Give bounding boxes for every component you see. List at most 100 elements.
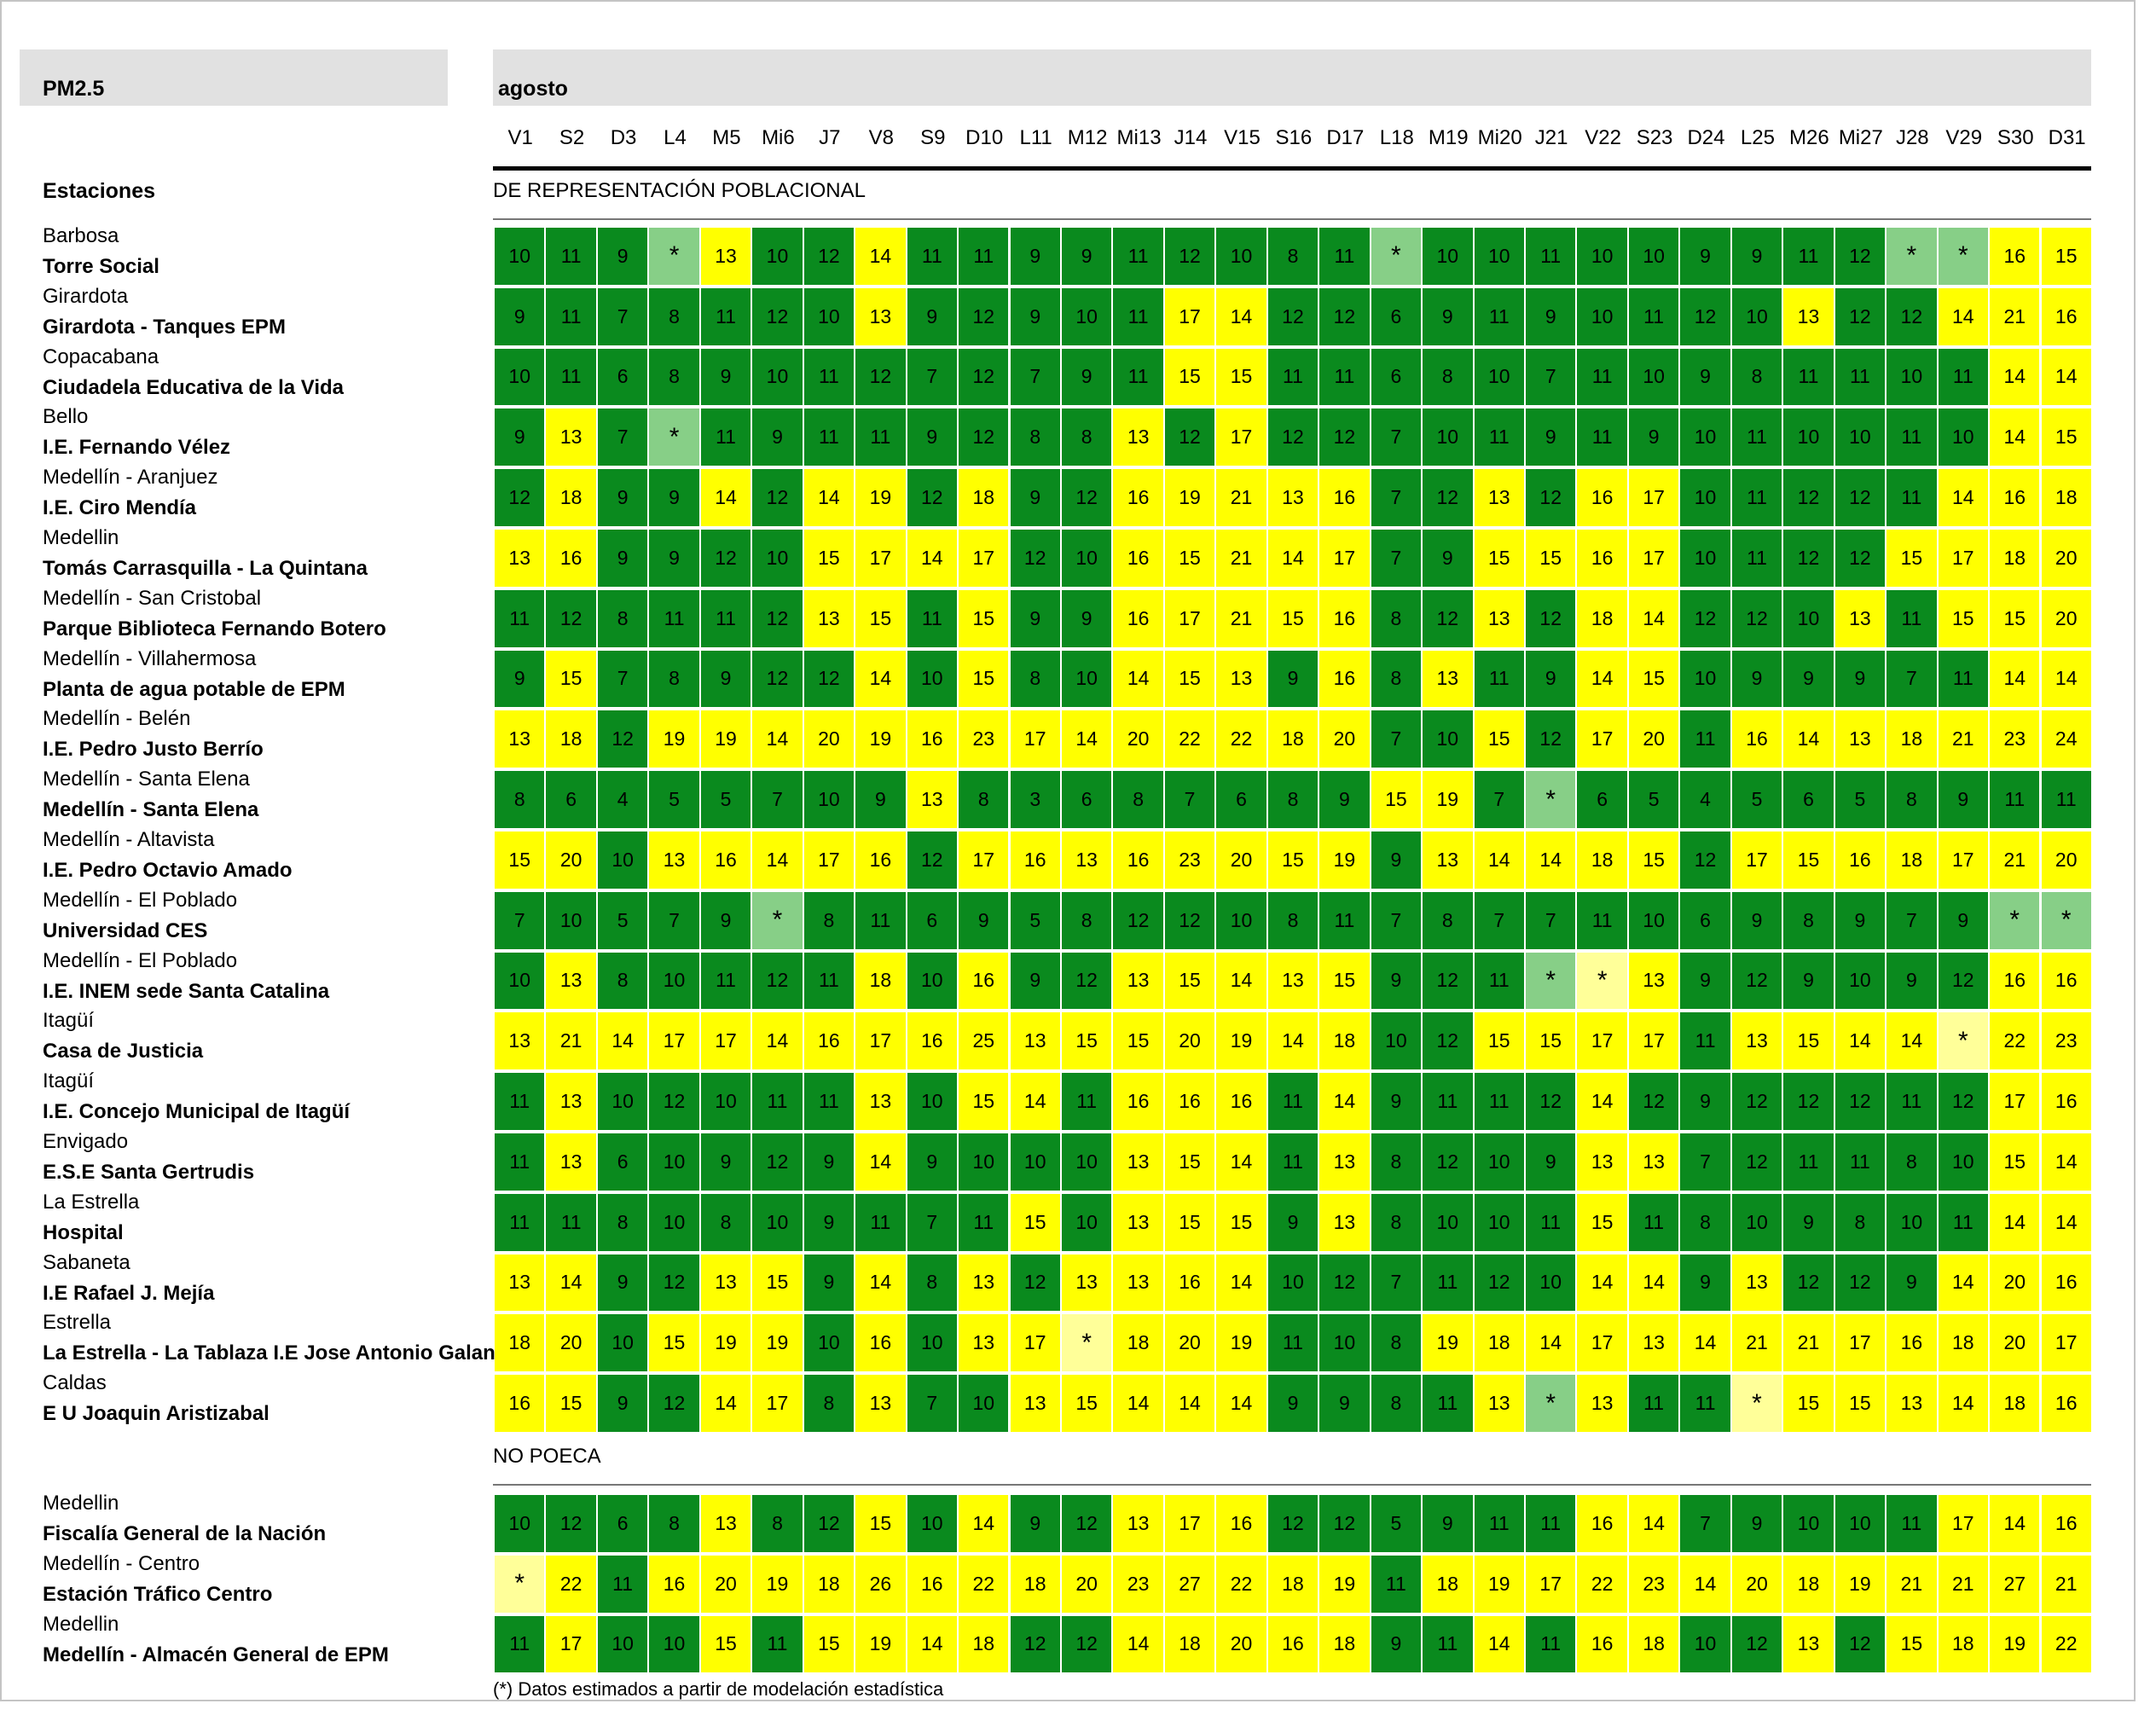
heatmap-cell: 11 [1267,1133,1319,1191]
heatmap-cell: 12 [959,287,1009,345]
heatmap-cell: 25 [959,1012,1009,1070]
heatmap-cell: 27 [1164,1555,1215,1613]
heatmap-cell: 19 [700,1314,751,1372]
heatmap-cell: 7 [1886,650,1937,708]
heatmap-cell: 11 [1267,1314,1319,1372]
heatmap-cell: 19 [1474,1555,1524,1613]
heatmap-cell: 11 [1628,1193,1679,1251]
heatmap-cell: 14 [855,1133,906,1191]
heatmap-cell: 11 [1834,1133,1886,1191]
heatmap-cell: 14 [1113,650,1163,708]
heatmap-cell: 10 [1423,710,1473,768]
heatmap-cell: 10 [597,832,648,889]
heatmap-cell: 16 [2041,1254,2091,1312]
heatmap-cell: 18 [1319,1012,1370,1070]
heatmap-cell: 11 [1680,1012,1730,1070]
heatmap-cell: 13 [1731,1254,1782,1312]
heatmap-cell: 9 [700,891,751,949]
heatmap-cell: 13 [1113,409,1163,466]
heatmap-cell: 7 [1371,710,1422,768]
heatmap-cell: 20 [1319,710,1370,768]
heatmap-cell: 15 [1164,530,1215,587]
section-label: NO POECA [493,1445,601,1468]
heatmap-cell: 14 [1474,1615,1524,1673]
heatmap-cell: 18 [1990,530,2040,587]
heatmap-cell: 8 [1783,891,1834,949]
heatmap-cell: 20 [2041,589,2091,647]
heatmap-cell: 10 [1731,287,1782,345]
heatmap-cell: 7 [1526,891,1576,949]
heatmap-cell: 13 [907,771,958,828]
heatmap-cell: 18 [1886,832,1937,889]
heatmap-cell: 11 [959,228,1009,285]
heatmap-cell: 12 [1010,530,1060,587]
heatmap-cell: 8 [803,891,855,949]
heatmap-cell: 8 [1010,409,1060,466]
heatmap-cell: 10 [907,952,958,1010]
heatmap-cell: 13 [700,228,751,285]
heatmap-cell: 10 [1628,228,1679,285]
heatmap-cell: 6 [1371,348,1422,406]
heatmap-cell: 9 [1886,952,1937,1010]
heatmap-cell: 12 [1164,409,1215,466]
heatmap-cell: 6 [597,1133,648,1191]
heatmap-cell: 17 [959,530,1009,587]
heatmap-cell: 11 [2041,771,2091,828]
heatmap-cell: 12 [1113,891,1163,949]
day-label: S9 [920,126,946,149]
heatmap-cell: 10 [1834,1495,1886,1552]
heatmap-cell: 18 [803,1555,855,1613]
heatmap-cell: 8 [752,1495,803,1552]
heatmap-cell: 11 [546,287,596,345]
heatmap-cell: 21 [1216,530,1266,587]
heatmap-cell: 10 [1061,287,1112,345]
heatmap-cell: 11 [1783,228,1834,285]
heatmap-cell: 9 [1783,1193,1834,1251]
heatmap-cell: 10 [597,1314,648,1372]
heatmap-cell: 12 [1319,409,1370,466]
heatmap-cell: 12 [1938,1073,1989,1130]
heatmap-cell: 16 [2041,287,2091,345]
heatmap-cell: 11 [1061,1073,1112,1130]
heatmap-cell: 11 [1371,1555,1422,1613]
heatmap-cell: 10 [1474,348,1524,406]
heatmap-cell: 19 [1319,832,1370,889]
heatmap-cell: 9 [1267,650,1319,708]
heatmap-cell: 11 [1731,409,1782,466]
heatmap-cell: 17 [1216,409,1266,466]
heatmap-cell: * [1526,1375,1576,1432]
header-rule [493,166,2091,171]
day-label: M19 [1428,126,1469,149]
heatmap-cell: * [1526,771,1576,828]
heatmap-cell: 14 [1216,1133,1266,1191]
heatmap-cell: 15 [1886,530,1937,587]
heatmap-cell: * [1577,952,1627,1010]
heatmap-cell: 9 [1680,1073,1730,1130]
heatmap-cell: 12 [597,710,648,768]
heatmap-cell: 15 [1061,1012,1112,1070]
heatmap-cell: 19 [1423,771,1473,828]
heatmap-cell: 9 [700,650,751,708]
heatmap-cell: 17 [1938,1495,1989,1552]
heatmap-cell: 11 [1886,469,1937,526]
heatmap-cell: 23 [959,710,1009,768]
heatmap-cell: 11 [752,1615,803,1673]
heatmap-cell: 5 [1371,1495,1422,1552]
heatmap-cell: 17 [803,832,855,889]
heatmap-cell: 9 [597,469,648,526]
heatmap-cell: 17 [1628,469,1679,526]
heatmap-cell: 8 [1267,891,1319,949]
heatmap-cell: 13 [1010,1375,1060,1432]
heatmap-cell: 9 [1061,348,1112,406]
heatmap-cell: 17 [649,1012,699,1070]
heatmap-cell: 17 [1010,1314,1060,1372]
heatmap-cell: 12 [752,650,803,708]
heatmap-cell: 16 [1319,589,1370,647]
heatmap-cell: 17 [1938,530,1989,587]
heatmap-cell: 9 [855,771,906,828]
heatmap-cell: 10 [1886,348,1937,406]
heatmap-cell: 11 [1731,530,1782,587]
heatmap-cell: 8 [597,589,648,647]
heatmap-cell: 10 [1886,1193,1937,1251]
heatmap-cell: 5 [649,771,699,828]
